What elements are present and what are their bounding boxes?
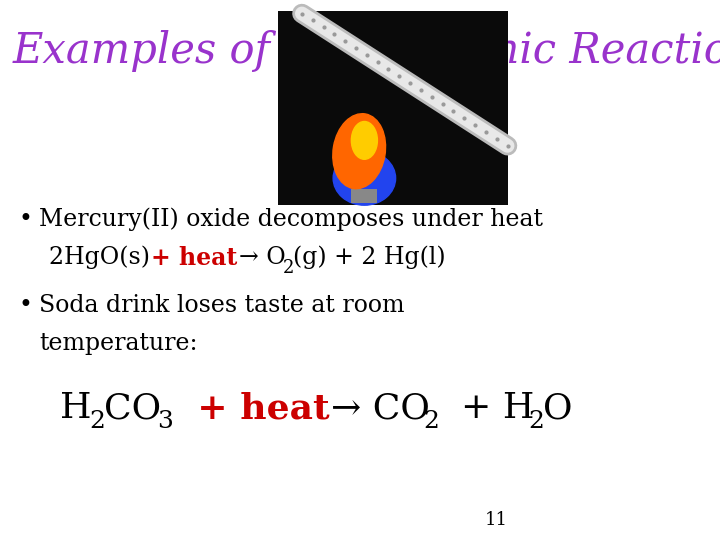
Text: Mercury(II) oxide decomposes under heat: Mercury(II) oxide decomposes under heat [39, 208, 543, 232]
Ellipse shape [351, 122, 377, 159]
Text: O: O [543, 392, 572, 426]
Text: 3: 3 [158, 410, 174, 434]
Text: •: • [18, 294, 32, 318]
Text: + heat: + heat [150, 246, 246, 269]
Text: Soda drink loses taste at room: Soda drink loses taste at room [39, 294, 405, 318]
Ellipse shape [333, 114, 386, 188]
Text: •: • [18, 208, 32, 231]
Text: (g) + 2 Hg(l): (g) + 2 Hg(l) [293, 246, 446, 269]
Text: → CO: → CO [331, 392, 430, 426]
Text: → O: → O [239, 246, 286, 269]
Text: 2: 2 [89, 410, 105, 434]
Ellipse shape [333, 151, 395, 205]
Text: 11: 11 [485, 511, 508, 529]
Text: + heat: + heat [172, 392, 343, 426]
Text: CO: CO [104, 392, 161, 426]
FancyBboxPatch shape [351, 189, 377, 202]
Text: 2: 2 [423, 410, 439, 434]
Text: Examples of Endothermic Reaction: Examples of Endothermic Reaction [13, 30, 720, 72]
Text: 2: 2 [528, 410, 544, 434]
FancyBboxPatch shape [279, 11, 508, 205]
Text: temperature:: temperature: [39, 332, 197, 355]
Text: + H: + H [438, 392, 534, 426]
Text: H: H [60, 392, 91, 426]
Text: 2HgO(s): 2HgO(s) [50, 246, 158, 269]
Text: 2: 2 [282, 259, 294, 277]
